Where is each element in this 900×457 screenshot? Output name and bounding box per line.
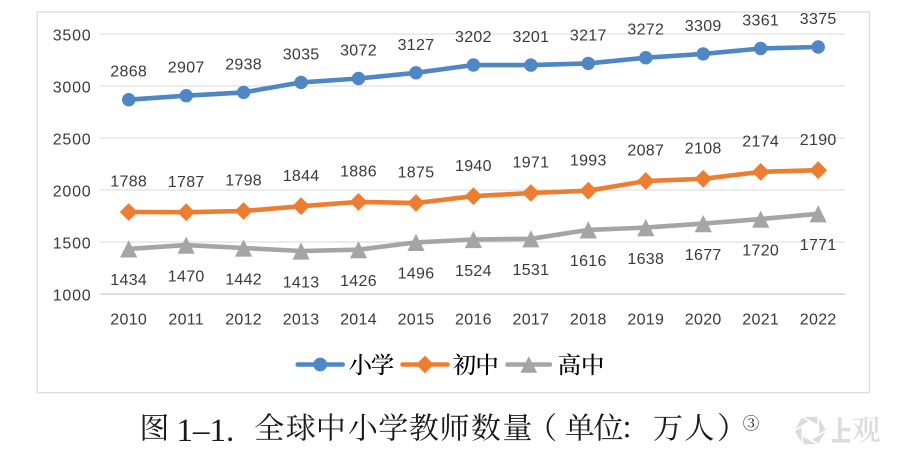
svg-text:2010: 2010 [110,311,147,328]
svg-text:3361: 3361 [742,13,779,30]
svg-text:3500: 3500 [53,28,92,45]
svg-text:3072: 3072 [340,43,377,60]
svg-text:1798: 1798 [225,173,262,190]
svg-text:2108: 2108 [685,140,722,157]
svg-text:1442: 1442 [225,271,262,288]
svg-text:1616: 1616 [570,253,607,270]
svg-text:2868: 2868 [110,64,147,81]
svg-text:2013: 2013 [283,311,320,328]
svg-text:2015: 2015 [398,311,435,328]
svg-text:2018: 2018 [570,311,607,328]
svg-text:1426: 1426 [340,273,377,290]
svg-text:1413: 1413 [283,274,320,291]
svg-text:2012: 2012 [225,311,262,328]
svg-text:1886: 1886 [340,164,377,181]
svg-text:1993: 1993 [570,152,607,169]
svg-text:2000: 2000 [53,184,92,201]
svg-text:2907: 2907 [168,60,205,77]
svg-text:1524: 1524 [455,263,492,280]
svg-text:2016: 2016 [455,311,492,328]
svg-text:2014: 2014 [340,311,377,328]
svg-text:1875: 1875 [398,165,435,182]
svg-text:2011: 2011 [168,311,204,328]
svg-text:3309: 3309 [685,18,722,35]
svg-text:1531: 1531 [513,262,550,279]
svg-text:3000: 3000 [53,80,92,97]
svg-text:2174: 2174 [742,134,779,151]
svg-text:1771: 1771 [800,237,837,254]
svg-text:2019: 2019 [627,311,664,328]
svg-text:1788: 1788 [110,174,147,191]
svg-text:1470: 1470 [168,268,205,285]
svg-text:1677: 1677 [685,247,722,264]
svg-text:2500: 2500 [53,132,92,149]
svg-text:1496: 1496 [398,266,435,283]
svg-text:2938: 2938 [225,56,262,73]
svg-text:1500: 1500 [53,236,92,253]
svg-text:3272: 3272 [627,22,664,39]
svg-text:2022: 2022 [800,311,837,328]
svg-text:3375: 3375 [800,11,837,28]
svg-text:1940: 1940 [455,158,492,175]
svg-text:1971: 1971 [513,155,550,172]
svg-text:3217: 3217 [570,27,607,44]
svg-text:2020: 2020 [685,311,722,328]
svg-text:3127: 3127 [398,37,435,54]
svg-text:2190: 2190 [800,132,837,149]
svg-text:1720: 1720 [742,242,779,259]
svg-text:2087: 2087 [627,143,664,160]
svg-text:3202: 3202 [455,29,492,46]
svg-text:1–1.: 1–1. [177,413,235,449]
svg-text:3035: 3035 [283,46,320,63]
svg-text:2017: 2017 [513,311,550,328]
svg-text:1000: 1000 [53,288,92,305]
svg-text:1787: 1787 [168,174,205,191]
svg-text:2021: 2021 [742,311,779,328]
svg-text:3201: 3201 [513,29,550,46]
svg-text:1638: 1638 [627,251,664,268]
svg-text:1844: 1844 [283,168,320,185]
svg-text:1434: 1434 [110,272,147,289]
